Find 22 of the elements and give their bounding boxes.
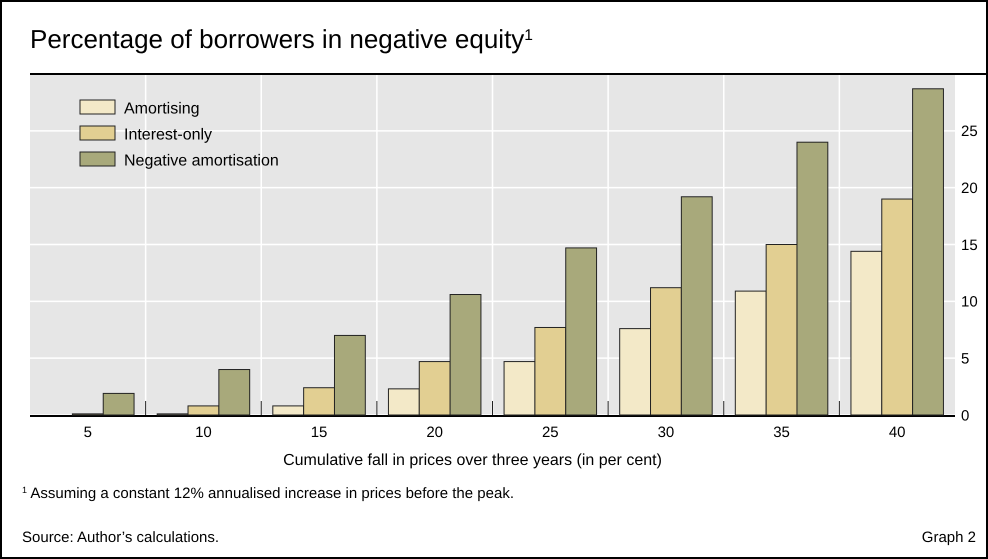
x-tick-label: 5 (84, 424, 92, 441)
x-tick-label: 20 (426, 424, 444, 441)
caption: Graph 2 (922, 529, 976, 546)
chart-title: Percentage of borrowers in negative equity$^{1}$ (30, 24, 533, 54)
y-tick-label: 5 (961, 350, 970, 368)
text: $^{1}$ Assuming a constant 12% annualised increase in prices before the peak. (22, 485, 514, 502)
legend-label: Amortising (124, 100, 200, 118)
y-tick-label: 25 (961, 123, 978, 140)
x-tick-label: 30 (658, 424, 674, 441)
source-note: Source: Author’s calculations. (22, 529, 220, 546)
x-tick-label: 10 (195, 424, 212, 441)
legend-label: Negative amortisation (124, 152, 279, 170)
legend-label: Interest-only (124, 126, 212, 144)
x-tick-label: 25 (542, 424, 559, 441)
y-tick-label: 0 (961, 407, 970, 424)
x-tick-label: 40 (888, 424, 906, 441)
y-tick-label: 20 (961, 180, 978, 197)
x-axis-title: Cumulative fall in prices over three years (in per cent) (283, 452, 662, 469)
x-tick-label: 15 (310, 424, 328, 441)
y-tick-label: 10 (961, 294, 978, 311)
y-tick-label: 15 (961, 236, 978, 254)
x-tick-label: 35 (773, 424, 790, 441)
